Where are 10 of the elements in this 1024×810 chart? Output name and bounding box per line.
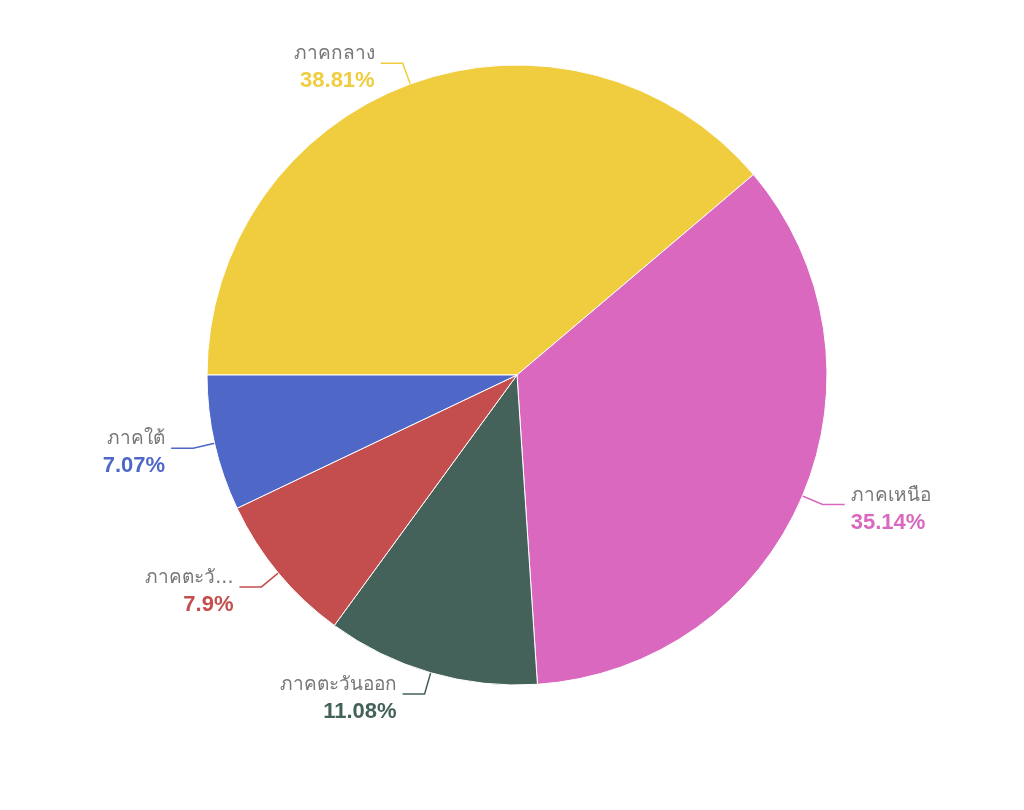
slice-label: ภาคใต้ xyxy=(107,426,166,449)
data-label: 7.07% xyxy=(102,452,166,478)
slice-label: ภาคกลาง xyxy=(293,41,375,64)
data-label: 35.14% xyxy=(850,508,926,534)
data-label: 7.9% xyxy=(183,590,234,616)
data-label: 11.08% xyxy=(323,697,397,723)
slice-label: ภาคเหนือ xyxy=(850,482,931,505)
slice-label: ภาคตะวั... xyxy=(145,564,234,587)
slice-label: ภาคตะวันออก xyxy=(279,671,397,694)
data-label: 38.81% xyxy=(300,67,375,93)
